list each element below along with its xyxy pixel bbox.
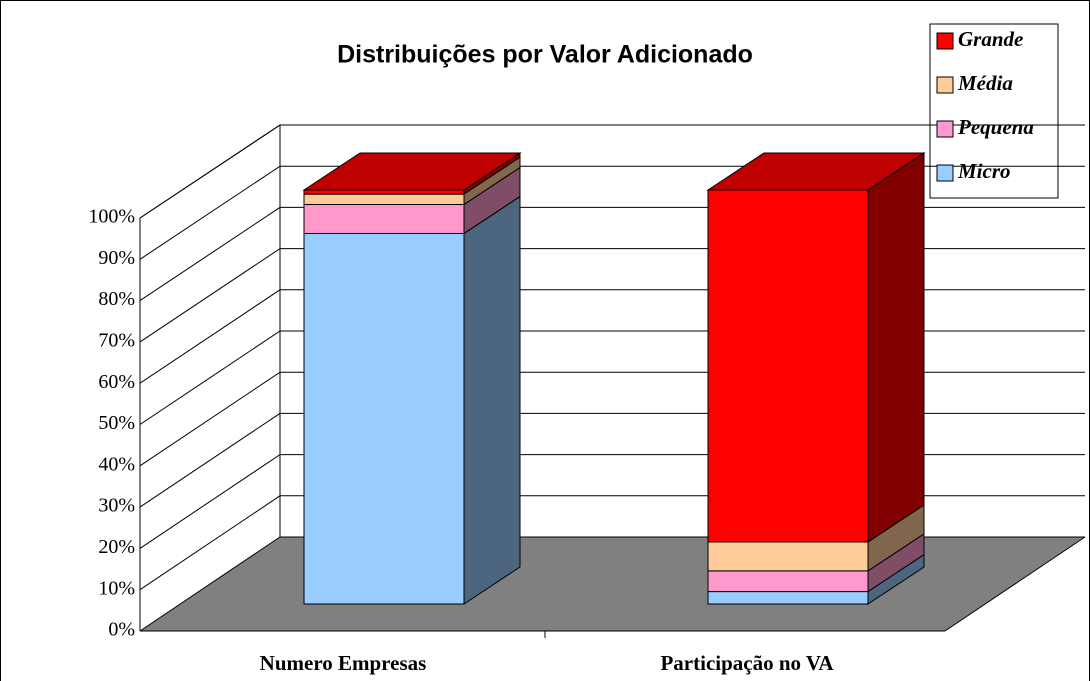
bar-top xyxy=(706,152,926,191)
legend-swatch xyxy=(936,120,954,138)
y-tick-label: 50% xyxy=(98,412,135,434)
bar-front xyxy=(303,193,465,205)
y-tick-label: 70% xyxy=(98,329,135,351)
legend-label: Pequena xyxy=(957,115,1034,139)
bar-front xyxy=(303,203,465,234)
legend-swatch xyxy=(936,164,954,182)
y-tick-label: 40% xyxy=(98,453,135,475)
y-tick-label: 30% xyxy=(98,495,135,517)
bar-top xyxy=(302,152,522,191)
x-tick-label: Participação no VA xyxy=(660,651,834,675)
bar-front xyxy=(707,541,869,572)
x-tick-label: Numero Empresas xyxy=(260,651,427,675)
legend-label: Grande xyxy=(958,27,1023,51)
y-tick-label: 0% xyxy=(108,619,135,641)
bar-side xyxy=(867,152,925,543)
y-tick-label: 60% xyxy=(98,371,135,393)
bar-front xyxy=(707,570,869,593)
y-tick-label: 100% xyxy=(88,206,135,228)
y-tick-label: 90% xyxy=(98,247,135,269)
bar-front xyxy=(707,189,869,543)
legend-swatch xyxy=(936,32,954,50)
legend-label: Média xyxy=(957,71,1013,95)
y-tick-label: 10% xyxy=(98,577,135,599)
grid-line xyxy=(139,124,1085,219)
bar-front xyxy=(303,189,465,195)
floor-edge xyxy=(944,536,1086,632)
chart-title: Distribuições por Valor Adicionado xyxy=(337,41,753,69)
bar-front xyxy=(707,591,869,605)
legend-swatch xyxy=(936,76,954,94)
floor xyxy=(140,537,1085,631)
y-tick-label: 80% xyxy=(98,288,135,310)
bar-side xyxy=(463,195,521,605)
legend-label: Micro xyxy=(957,159,1011,183)
bar-front xyxy=(303,232,465,605)
y-tick-label: 20% xyxy=(98,536,135,558)
